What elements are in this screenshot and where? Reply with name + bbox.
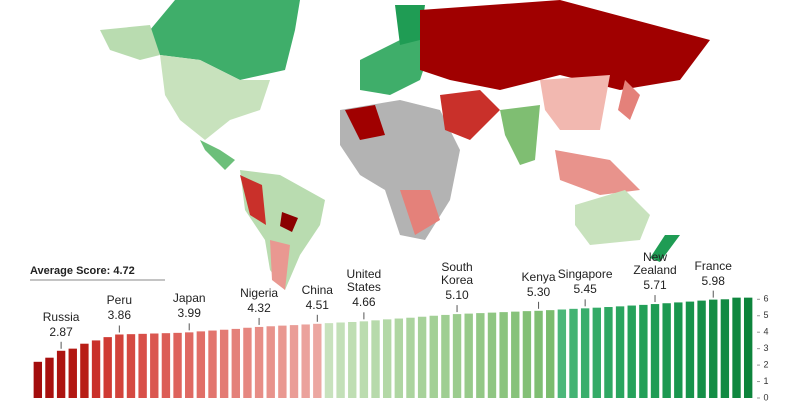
bar — [452, 314, 462, 398]
bar — [487, 312, 497, 398]
y-tick-label: 1 — [763, 376, 768, 386]
category-label: New Zealand — [633, 250, 677, 278]
bar — [441, 314, 450, 398]
bar — [546, 310, 555, 398]
category-label: South Korea — [441, 260, 474, 288]
y-tick-label: 0 — [763, 392, 768, 402]
category-label: Japan — [172, 291, 206, 306]
y-tick-label: 4 — [763, 327, 768, 337]
bar — [254, 326, 264, 398]
value-label: 5.30 — [526, 284, 551, 299]
bar — [231, 328, 240, 398]
y-tick-label: 2 — [763, 359, 768, 369]
category-label: Russia — [42, 309, 80, 324]
bar — [417, 316, 427, 398]
bar — [278, 325, 287, 398]
bar — [68, 348, 77, 398]
y-tick-label: 3 — [763, 343, 768, 353]
value-label: 5.10 — [445, 288, 469, 303]
bar — [161, 333, 171, 398]
bar — [359, 321, 369, 398]
value-label: 4.66 — [352, 295, 376, 310]
bar — [743, 297, 753, 398]
value-label: 5.98 — [701, 273, 725, 288]
bar — [697, 300, 706, 398]
bar — [45, 357, 54, 398]
bar — [243, 327, 252, 398]
bar — [557, 309, 567, 398]
value-label: 3.86 — [107, 308, 131, 323]
bar — [126, 334, 136, 398]
bar — [301, 324, 310, 398]
bar — [604, 307, 613, 398]
category-label: Kenya — [521, 269, 556, 284]
bar — [685, 301, 695, 398]
bar — [196, 331, 206, 398]
bar — [429, 315, 438, 398]
bar — [138, 333, 147, 398]
bar — [499, 312, 508, 398]
bar — [324, 323, 334, 398]
bar — [266, 326, 275, 398]
bar — [476, 313, 485, 398]
bar — [650, 304, 660, 398]
category-label: Nigeria — [240, 285, 279, 300]
bar — [219, 329, 229, 398]
category-label: Singapore — [557, 267, 613, 282]
bar — [289, 325, 299, 398]
bar — [150, 333, 159, 398]
value-label: 5.45 — [573, 282, 597, 297]
bar — [639, 304, 648, 398]
y-tick-label: 6 — [763, 294, 768, 304]
category-label: China — [301, 282, 333, 297]
bar — [348, 321, 357, 398]
bar — [208, 330, 217, 398]
bar — [732, 297, 741, 398]
bar — [534, 310, 543, 398]
bar — [91, 340, 101, 398]
bar — [33, 361, 43, 398]
bar — [720, 299, 730, 398]
category-label: France — [694, 258, 732, 273]
y-tick-label: 5 — [763, 310, 768, 320]
bar — [580, 308, 590, 398]
bar — [313, 323, 322, 398]
bar — [115, 334, 124, 398]
bar — [511, 311, 520, 398]
bar — [464, 313, 473, 398]
chart-title: Average Score: 4.72 — [30, 265, 135, 277]
bar — [662, 303, 671, 398]
value-label: 5.71 — [643, 278, 667, 293]
bar — [173, 332, 182, 398]
value-label: 2.87 — [49, 324, 73, 339]
value-label: 4.51 — [305, 297, 329, 312]
bar — [103, 337, 112, 398]
bar — [80, 343, 89, 398]
category-label: Peru — [106, 293, 132, 308]
bar — [56, 350, 66, 398]
bar — [709, 299, 718, 398]
bar — [674, 302, 683, 398]
value-label: 3.99 — [177, 306, 201, 321]
bar — [592, 307, 601, 398]
bar — [522, 311, 532, 398]
bar — [394, 318, 404, 398]
world-map — [100, 0, 710, 290]
bar — [382, 319, 392, 398]
bar — [185, 332, 194, 398]
bar — [406, 317, 415, 398]
bar — [336, 322, 345, 398]
bar — [627, 305, 636, 398]
bar — [569, 308, 578, 398]
bar — [615, 306, 625, 398]
bar — [371, 320, 380, 398]
category-label: United States — [346, 267, 382, 295]
value-label: 4.32 — [247, 300, 271, 315]
